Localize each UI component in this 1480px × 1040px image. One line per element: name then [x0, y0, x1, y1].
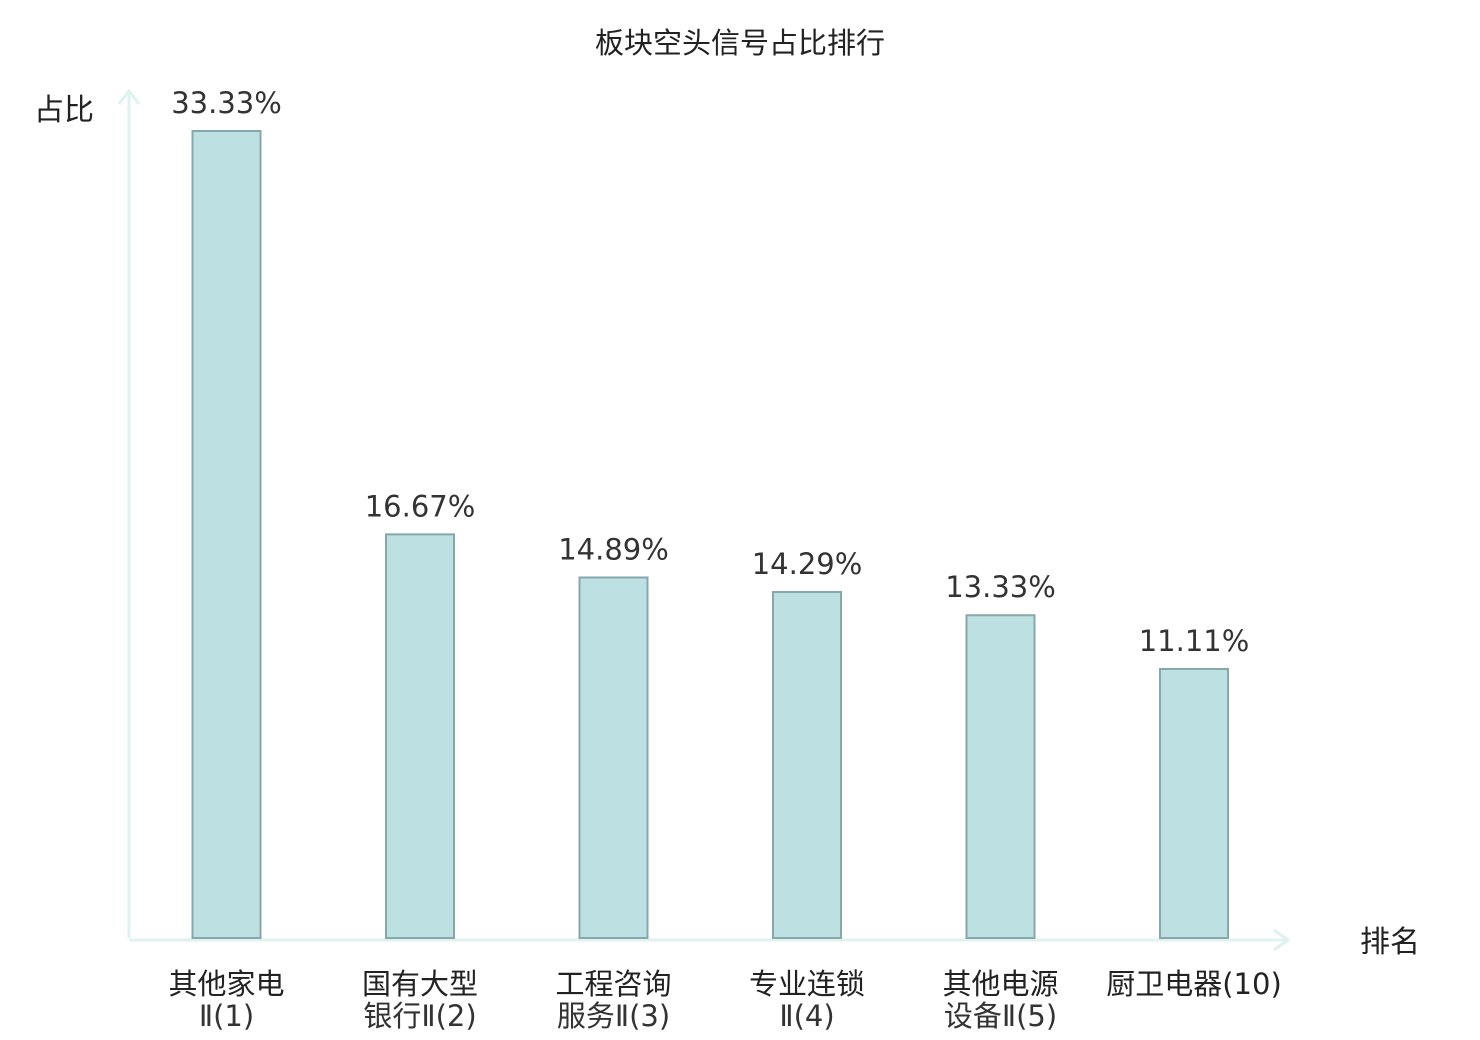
bar [965, 614, 1036, 939]
x-axis [129, 928, 1291, 952]
bar-value-label: 14.29% [752, 547, 863, 581]
chart-title: 板块空头信号占比排行 [595, 26, 885, 60]
category-tick-label: 服务Ⅱ(3) [557, 999, 670, 1033]
x-axis-label: 排名 [1360, 925, 1420, 960]
x-axis-arrowhead [1273, 928, 1291, 952]
bar-series [191, 130, 1229, 940]
category-tick-label: 国有大型 [362, 967, 478, 1001]
y-axis-arrowhead [117, 88, 141, 105]
bar-value-label: 11.11% [1139, 624, 1250, 658]
category-tick-label: 厨卫电器(10) [1106, 967, 1282, 1001]
category-tick-label: Ⅱ(1) [199, 999, 254, 1033]
bar [191, 130, 262, 939]
bar-value-label: 13.33% [945, 570, 1056, 604]
bar-value-label: 16.67% [365, 489, 476, 523]
category-tick-label: 设备Ⅱ(5) [944, 999, 1057, 1033]
category-tick-label: 其他家电 [168, 967, 284, 1001]
category-tick-label: 银行Ⅱ(2) [363, 999, 476, 1033]
bar [772, 591, 842, 940]
bar [578, 576, 649, 939]
y-axis [117, 88, 141, 938]
bar-value-label: 14.89% [558, 532, 669, 566]
bar [1159, 668, 1229, 939]
category-tick-label: Ⅱ(4) [779, 999, 834, 1033]
category-tick-label: 其他电源 [942, 967, 1058, 1001]
category-tick-label: 工程咨询 [555, 967, 671, 1001]
category-tick-label: 专业连锁 [749, 967, 865, 1001]
value-labels: 33.33% 16.67% 14.89% 14.29% 13.33% 11.11% [171, 86, 1249, 658]
bar [385, 533, 455, 940]
y-axis-label: 占比 [34, 93, 94, 128]
bar-value-label: 33.33% [171, 86, 282, 120]
